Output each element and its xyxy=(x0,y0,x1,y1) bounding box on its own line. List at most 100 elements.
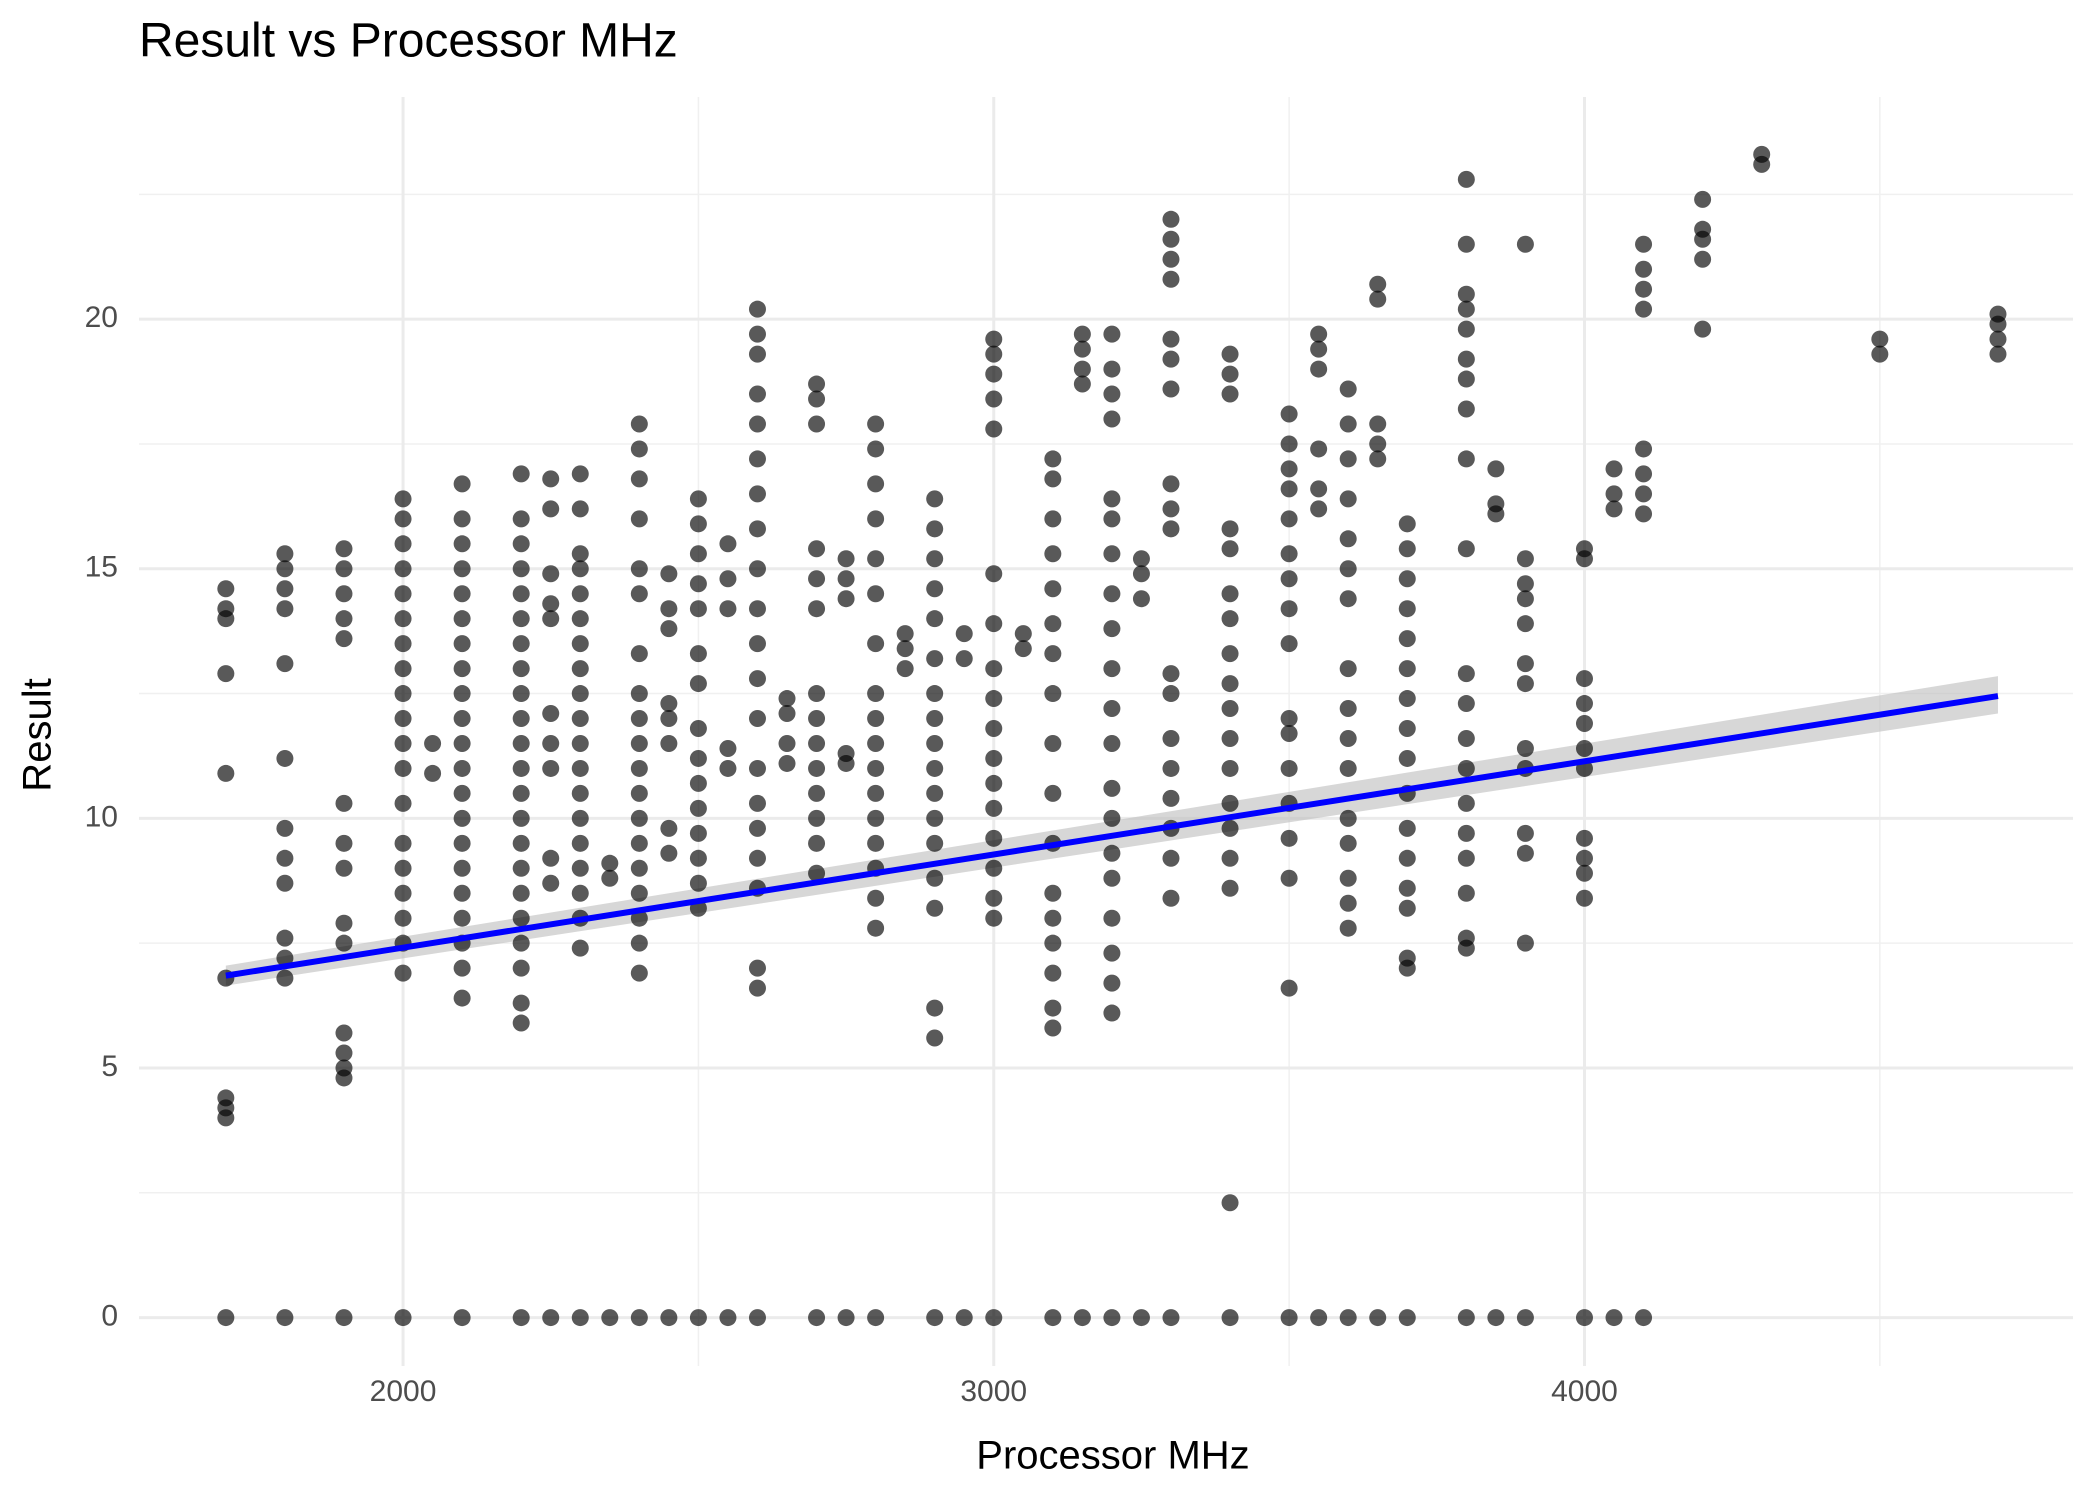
point xyxy=(1339,700,1357,718)
point xyxy=(512,959,530,977)
point xyxy=(660,565,678,583)
point xyxy=(1487,495,1505,513)
point xyxy=(571,884,589,902)
point xyxy=(808,600,826,618)
point xyxy=(512,685,530,703)
point xyxy=(926,710,944,728)
point xyxy=(1871,330,1889,348)
point xyxy=(217,1089,235,1107)
point xyxy=(1162,475,1180,493)
point xyxy=(1221,849,1239,867)
point xyxy=(630,415,648,433)
point xyxy=(985,330,1003,348)
point xyxy=(1339,450,1357,468)
point xyxy=(1575,829,1593,847)
point xyxy=(453,475,471,493)
point xyxy=(1457,540,1475,558)
point xyxy=(1162,1309,1180,1327)
y-tick-label: 15 xyxy=(85,551,118,584)
point xyxy=(1575,670,1593,688)
point xyxy=(689,515,707,533)
point xyxy=(1516,844,1534,862)
point xyxy=(1989,345,2007,363)
point xyxy=(453,710,471,728)
point xyxy=(1044,545,1062,563)
point xyxy=(1871,345,1889,363)
x-tick-label: 4000 xyxy=(1551,1375,1618,1408)
point xyxy=(1310,360,1328,378)
point xyxy=(335,794,353,812)
point xyxy=(1516,550,1534,568)
point xyxy=(1398,849,1416,867)
point xyxy=(1044,450,1062,468)
point xyxy=(453,660,471,678)
point xyxy=(660,620,678,638)
point xyxy=(1044,884,1062,902)
point xyxy=(630,710,648,728)
point xyxy=(571,939,589,957)
point xyxy=(1221,540,1239,558)
point xyxy=(1457,370,1475,388)
point xyxy=(1221,585,1239,603)
point xyxy=(1280,724,1298,742)
point xyxy=(1457,929,1475,947)
point xyxy=(808,1309,826,1327)
point xyxy=(1221,645,1239,663)
point xyxy=(689,490,707,508)
point xyxy=(1103,974,1121,992)
point xyxy=(542,849,560,867)
point xyxy=(689,545,707,563)
point xyxy=(512,585,530,603)
point xyxy=(1103,360,1121,378)
point xyxy=(1635,280,1653,298)
point xyxy=(867,475,885,493)
point xyxy=(1457,170,1475,188)
point xyxy=(1635,465,1653,483)
point xyxy=(1575,695,1593,713)
point xyxy=(1694,190,1712,208)
point xyxy=(1516,739,1534,757)
point xyxy=(1221,759,1239,777)
point xyxy=(1339,919,1357,937)
point xyxy=(1339,809,1357,827)
point xyxy=(335,585,353,603)
point xyxy=(808,784,826,802)
point xyxy=(571,834,589,852)
point xyxy=(1221,700,1239,718)
point xyxy=(926,490,944,508)
point xyxy=(1044,1019,1062,1037)
point xyxy=(394,560,412,578)
point xyxy=(1221,794,1239,812)
point xyxy=(1280,600,1298,618)
point xyxy=(571,1309,589,1327)
point xyxy=(808,759,826,777)
point xyxy=(1516,824,1534,842)
point xyxy=(542,610,560,628)
point xyxy=(926,734,944,752)
point xyxy=(1398,660,1416,678)
point xyxy=(1162,270,1180,288)
point xyxy=(719,600,737,618)
point xyxy=(1132,590,1150,608)
point xyxy=(1014,640,1032,658)
point xyxy=(1162,729,1180,747)
point xyxy=(335,934,353,952)
y-tick-label: 5 xyxy=(101,1050,118,1083)
point xyxy=(1635,505,1653,523)
point xyxy=(689,849,707,867)
point xyxy=(748,979,766,997)
point xyxy=(1280,460,1298,478)
point xyxy=(453,610,471,628)
point xyxy=(1310,1309,1328,1327)
point xyxy=(1457,320,1475,338)
point xyxy=(1280,480,1298,498)
point xyxy=(453,884,471,902)
point xyxy=(896,640,914,658)
point xyxy=(808,570,826,588)
point xyxy=(1339,490,1357,508)
point xyxy=(394,610,412,628)
point xyxy=(1221,345,1239,363)
point xyxy=(571,610,589,628)
point xyxy=(1280,570,1298,588)
point xyxy=(394,685,412,703)
